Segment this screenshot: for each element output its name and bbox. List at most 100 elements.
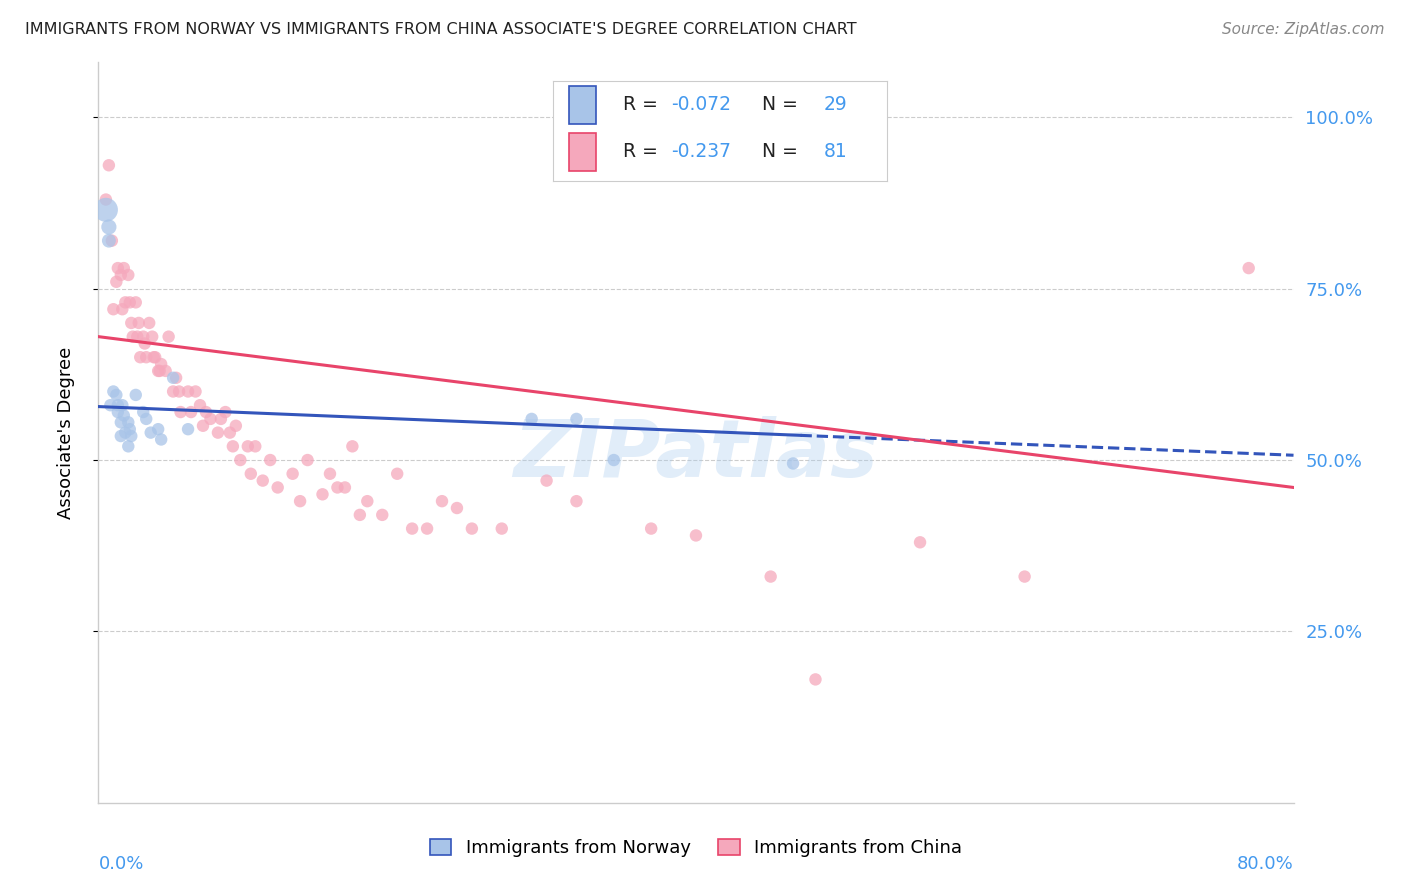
Point	[94, 202, 117, 217]
Point	[1237, 261, 1260, 276]
Point	[207, 425, 229, 440]
Point	[103, 384, 125, 399]
Point	[127, 329, 149, 343]
Point	[188, 398, 211, 412]
Point	[297, 453, 319, 467]
Point	[125, 295, 148, 310]
Point	[401, 522, 423, 536]
Point	[520, 412, 543, 426]
Point	[135, 350, 157, 364]
Point	[105, 275, 128, 289]
Point	[138, 316, 160, 330]
Point	[371, 508, 394, 522]
Point	[128, 316, 150, 330]
Point	[319, 467, 342, 481]
Point	[101, 234, 124, 248]
Point	[191, 418, 214, 433]
Text: 0.0%: 0.0%	[98, 855, 143, 872]
Text: IMMIGRANTS FROM NORWAY VS IMMIGRANTS FROM CHINA ASSOCIATE'S DEGREE CORRELATION C: IMMIGRANTS FROM NORWAY VS IMMIGRANTS FRO…	[25, 22, 856, 37]
Point	[142, 350, 165, 364]
Point	[385, 467, 409, 481]
Point	[107, 405, 129, 419]
Point	[120, 316, 142, 330]
Point	[804, 673, 827, 687]
Text: 80.0%: 80.0%	[1237, 855, 1294, 872]
Point	[259, 453, 281, 467]
Point	[110, 429, 132, 443]
Point	[177, 384, 200, 399]
Point	[491, 522, 513, 536]
Point	[640, 522, 662, 536]
Point	[157, 329, 180, 343]
Point	[461, 522, 484, 536]
Point	[117, 268, 139, 282]
Point	[114, 295, 136, 310]
Point	[288, 494, 311, 508]
Point	[229, 453, 252, 467]
Point	[129, 350, 152, 364]
Point	[117, 415, 139, 429]
Point	[107, 398, 129, 412]
Point	[908, 535, 931, 549]
Point	[536, 474, 558, 488]
Point	[132, 405, 155, 419]
Point	[120, 429, 142, 443]
Point	[132, 329, 155, 343]
Point	[148, 364, 170, 378]
Point	[121, 329, 143, 343]
Point	[281, 467, 304, 481]
Point	[162, 371, 184, 385]
Point	[165, 371, 187, 385]
Point	[111, 302, 134, 317]
Point	[148, 422, 170, 436]
Point	[97, 234, 120, 248]
Point	[150, 433, 173, 447]
Point	[222, 439, 245, 453]
Point	[219, 425, 242, 440]
Point	[565, 412, 588, 426]
Point	[1014, 569, 1036, 583]
Point	[105, 388, 128, 402]
Point	[200, 412, 222, 426]
Point	[149, 364, 172, 378]
Point	[782, 457, 804, 471]
Point	[184, 384, 207, 399]
Point	[565, 494, 588, 508]
Point	[139, 425, 162, 440]
Point	[117, 439, 139, 453]
Point	[125, 388, 148, 402]
Point	[209, 412, 232, 426]
Point	[333, 480, 356, 494]
Legend: Immigrants from Norway, Immigrants from China: Immigrants from Norway, Immigrants from …	[423, 831, 969, 864]
Point	[98, 398, 122, 412]
Point	[311, 487, 333, 501]
Point	[245, 439, 267, 453]
Y-axis label: Associate's Degree: Associate's Degree	[56, 346, 75, 519]
Point	[430, 494, 453, 508]
Point	[177, 422, 200, 436]
Point	[141, 329, 163, 343]
Point	[162, 384, 184, 399]
Point	[112, 261, 135, 276]
Point	[326, 480, 349, 494]
Point	[118, 422, 141, 436]
Point	[134, 336, 156, 351]
Point	[239, 467, 262, 481]
Text: ZIPatlas: ZIPatlas	[513, 416, 879, 494]
Point	[110, 415, 132, 429]
Point	[446, 501, 468, 516]
Point	[759, 569, 782, 583]
Point	[110, 268, 132, 282]
Point	[103, 302, 125, 317]
Point	[97, 158, 120, 172]
Point	[225, 418, 247, 433]
Point	[603, 453, 626, 467]
Point	[267, 480, 290, 494]
Point	[416, 522, 439, 536]
Point	[252, 474, 274, 488]
Point	[169, 405, 191, 419]
Point	[143, 350, 166, 364]
Point	[180, 405, 202, 419]
Point	[135, 412, 157, 426]
Point	[94, 193, 117, 207]
